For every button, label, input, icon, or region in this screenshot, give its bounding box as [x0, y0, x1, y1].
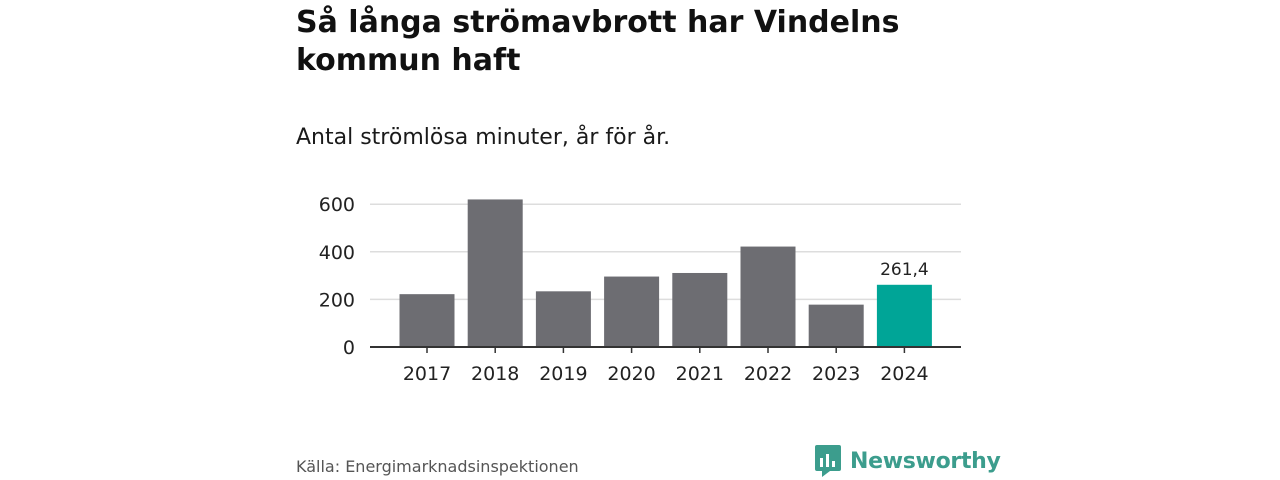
y-tick-label: 600 [319, 194, 355, 216]
x-tick-label: 2023 [812, 363, 860, 385]
newsworthy-logo-icon [815, 445, 841, 477]
data-label: 261,4 [880, 260, 929, 280]
bar-2023 [808, 304, 864, 347]
chart-title: Så långa strömavbrott har Vindelns kommu… [296, 5, 900, 78]
bar-2017 [399, 294, 455, 347]
x-tick-label: 2021 [676, 363, 724, 385]
x-tick-label: 2024 [880, 363, 928, 385]
bar-2018 [467, 199, 523, 347]
x-tick-label: 2018 [471, 363, 519, 385]
x-tick-label: 2022 [744, 363, 792, 385]
chart-subtitle: Antal strömlösa minuter, år för år. [296, 125, 671, 150]
bar-2021 [672, 272, 728, 347]
bar-2020 [604, 276, 660, 347]
y-tick-label: 0 [343, 337, 355, 359]
bar-2022 [740, 246, 796, 347]
newsworthy-logo: Newsworthy [814, 444, 1001, 478]
y-tick-label: 200 [319, 289, 355, 311]
bar-2019 [535, 291, 591, 347]
bar-2024 [876, 284, 932, 347]
source-note: Källa: Energimarknadsinspektionen [296, 457, 579, 476]
x-tick-label: 2017 [403, 363, 451, 385]
x-tick-label: 2019 [539, 363, 587, 385]
newsworthy-logo-text: Newsworthy [850, 448, 1001, 474]
x-tick-label: 2020 [607, 363, 655, 385]
y-tick-label: 400 [319, 242, 355, 264]
